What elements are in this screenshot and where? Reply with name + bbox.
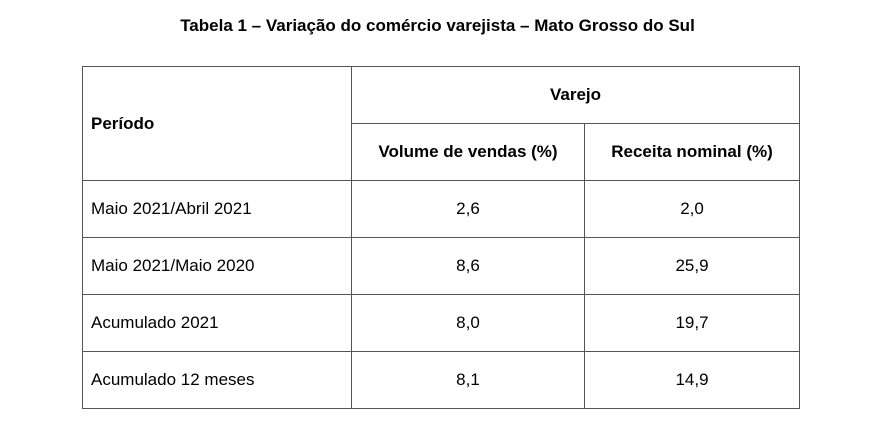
row-periodo: Maio 2021/Maio 2020 bbox=[82, 237, 352, 295]
row-volume: 2,6 bbox=[351, 180, 585, 238]
row-receita: 25,9 bbox=[583, 237, 801, 295]
table-row: Acumulado 12 meses 8,1 14,9 bbox=[82, 351, 801, 409]
table-row: Acumulado 2021 8,0 19,7 bbox=[82, 294, 801, 352]
retail-variation-table: Período Varejo Volume de vendas (%) Rece… bbox=[82, 66, 801, 409]
header-row-columns: Volume de vendas (%) Receita nominal (%) bbox=[83, 123, 801, 181]
row-receita: 14,9 bbox=[583, 351, 801, 409]
header-varejo: Varejo bbox=[350, 66, 801, 124]
row-periodo: Acumulado 2021 bbox=[82, 294, 352, 352]
header-volume-vendas: Volume de vendas (%) bbox=[351, 123, 585, 181]
row-receita: 19,7 bbox=[583, 294, 801, 352]
header-receita-nominal: Receita nominal (%) bbox=[583, 123, 801, 181]
row-periodo: Acumulado 12 meses bbox=[82, 351, 352, 409]
table-row: Maio 2021/Maio 2020 8,6 25,9 bbox=[82, 237, 801, 295]
table-row: Maio 2021/Abril 2021 2,6 2,0 bbox=[82, 180, 801, 238]
header-periodo: Período bbox=[82, 66, 352, 181]
header-row-group: Período Varejo bbox=[82, 66, 801, 181]
row-volume: 8,6 bbox=[351, 237, 585, 295]
row-receita: 2,0 bbox=[583, 180, 801, 238]
row-periodo: Maio 2021/Abril 2021 bbox=[82, 180, 352, 238]
row-volume: 8,1 bbox=[351, 351, 585, 409]
row-volume: 8,0 bbox=[351, 294, 585, 352]
table-title: Tabela 1 – Variação do comércio varejist… bbox=[180, 16, 695, 35]
